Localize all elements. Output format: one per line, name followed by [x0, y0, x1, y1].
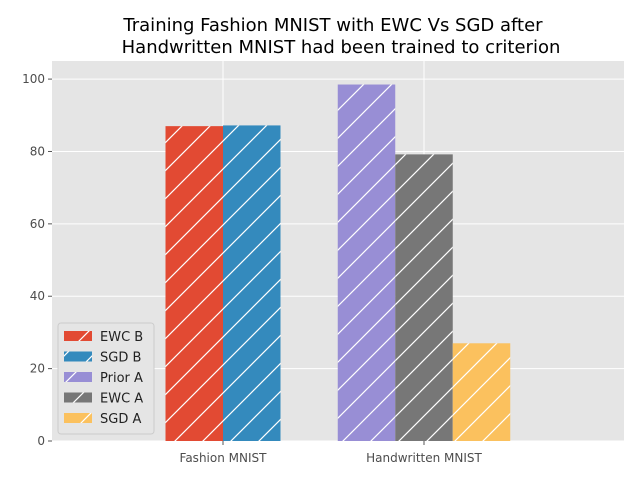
y-tick-label: 20 [30, 362, 45, 376]
y-tick-label: 80 [30, 144, 45, 158]
bar-hatch-sgd-a [452, 343, 511, 441]
chart-title-line-2: Handwritten MNIST had been trained to cr… [122, 37, 561, 58]
y-tick-label: 40 [30, 289, 45, 303]
y-tick-label: 100 [22, 72, 45, 86]
legend-label: SGD A [100, 412, 141, 427]
y-tick-label: 60 [30, 217, 45, 231]
bar-hatch-prior-a [337, 84, 396, 442]
y-tick-label: 0 [37, 434, 45, 448]
legend-label: SGD B [100, 351, 141, 366]
legend-swatch-hatch-sgd-b [64, 351, 92, 362]
legend-label: EWC B [100, 330, 143, 345]
x-tick-label: Handwritten MNIST [366, 451, 482, 465]
legend-swatch-hatch-ewc-a [64, 392, 92, 403]
chart-title-line-1: Training Fashion MNIST with EWC Vs SGD a… [122, 15, 543, 36]
bar-hatch-sgd-b [223, 125, 281, 442]
y-axis: 0 20 40 60 80 100 [22, 72, 52, 448]
bar-hatch-ewc-b [165, 126, 223, 442]
x-tick-label: Fashion MNIST [180, 451, 268, 465]
x-axis: Fashion MNIST Handwritten MNIST [180, 441, 483, 465]
legend-label: EWC A [100, 392, 143, 407]
legend: EWC B SGD B Prior A EWC A SGD A [57, 322, 155, 435]
legend-swatch-hatch-ewc-b [64, 331, 92, 341]
legend-swatch-hatch-prior-a [64, 372, 92, 382]
legend-label: Prior A [100, 371, 143, 386]
legend-swatch-hatch-sgd-a [64, 413, 92, 423]
bar-hatch-ewc-a [395, 154, 453, 441]
bars [165, 84, 511, 442]
legend-box [57, 322, 155, 435]
